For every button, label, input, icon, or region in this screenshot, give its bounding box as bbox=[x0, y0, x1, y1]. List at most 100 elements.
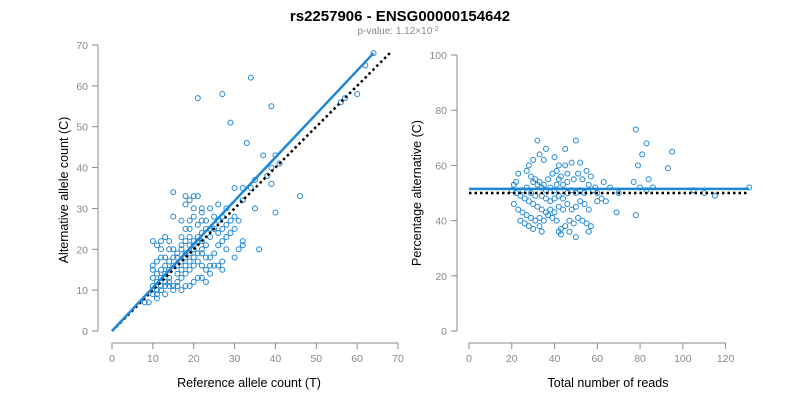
data-point bbox=[276, 160, 283, 167]
data-point bbox=[162, 291, 169, 298]
data-point bbox=[170, 189, 177, 196]
data-point bbox=[198, 209, 205, 216]
y-tick-label: 0 bbox=[441, 326, 447, 338]
data-point bbox=[198, 238, 205, 245]
data-point bbox=[664, 165, 671, 172]
data-point bbox=[186, 250, 193, 257]
x-tick-label: 50 bbox=[310, 353, 322, 365]
data-point bbox=[186, 258, 193, 265]
data-point bbox=[211, 250, 218, 257]
x-tick-label: 60 bbox=[351, 353, 363, 365]
data-point bbox=[215, 201, 222, 208]
data-point bbox=[211, 225, 218, 232]
data-point bbox=[570, 220, 577, 227]
data-point bbox=[272, 209, 279, 216]
panel-percentage-alternative: 0 20 40 60 80 100 120 0 20 40 60 80 100 Total number … bbox=[410, 50, 753, 390]
data-point bbox=[182, 270, 189, 277]
data-point bbox=[572, 137, 579, 144]
data-point bbox=[207, 254, 214, 261]
data-point bbox=[170, 246, 177, 253]
data-point bbox=[585, 181, 592, 188]
data-point bbox=[158, 254, 165, 261]
data-point bbox=[170, 287, 177, 294]
data-point bbox=[182, 225, 189, 232]
data-point bbox=[268, 164, 275, 171]
y-tick-label: 100 bbox=[429, 50, 447, 62]
data-point bbox=[568, 206, 575, 213]
data-point bbox=[555, 162, 562, 169]
data-point bbox=[632, 126, 639, 133]
data-point bbox=[528, 173, 535, 180]
data-point bbox=[207, 270, 214, 277]
data-point bbox=[564, 201, 571, 208]
y-axis-label: Percentage alternative (C) bbox=[410, 120, 424, 266]
x-tick-label: 10 bbox=[147, 353, 159, 365]
data-point bbox=[256, 246, 263, 253]
data-point bbox=[235, 246, 242, 253]
data-point bbox=[145, 299, 152, 306]
data-point bbox=[540, 217, 547, 224]
data-point bbox=[370, 50, 377, 57]
data-point bbox=[630, 178, 637, 185]
data-point bbox=[194, 95, 201, 102]
data-point bbox=[555, 203, 562, 210]
data-point bbox=[153, 295, 160, 302]
data-point bbox=[549, 170, 556, 177]
data-point bbox=[166, 238, 173, 245]
data-point bbox=[166, 274, 173, 281]
data-point bbox=[613, 209, 620, 216]
data-point bbox=[223, 221, 230, 228]
data-point bbox=[202, 242, 209, 249]
data-point bbox=[174, 270, 181, 277]
y-tick-label: 70 bbox=[76, 40, 88, 52]
data-point bbox=[639, 151, 646, 158]
data-point bbox=[158, 287, 165, 294]
data-point bbox=[211, 262, 218, 269]
data-point bbox=[198, 250, 205, 257]
data-point bbox=[162, 234, 169, 241]
data-point bbox=[296, 193, 303, 200]
chart-subtitle: p-value: 1.12×10-2 bbox=[357, 26, 438, 37]
data-point bbox=[178, 234, 185, 241]
data-point bbox=[525, 198, 532, 205]
data-point bbox=[510, 181, 517, 188]
data-point bbox=[525, 162, 532, 169]
data-point bbox=[587, 173, 594, 180]
subtitle-exponent: -2 bbox=[432, 26, 438, 33]
data-point bbox=[186, 234, 193, 241]
data-point bbox=[551, 209, 558, 216]
x-axis-label: Reference allele count (T) bbox=[177, 376, 321, 390]
data-point bbox=[231, 185, 238, 191]
data-point bbox=[553, 217, 560, 224]
data-point bbox=[540, 156, 547, 163]
data-point bbox=[585, 228, 592, 235]
data-point bbox=[536, 151, 543, 158]
x-tick-label: 80 bbox=[634, 353, 646, 365]
data-point bbox=[190, 213, 197, 220]
data-point bbox=[182, 254, 189, 261]
data-point bbox=[551, 195, 558, 202]
data-point bbox=[207, 205, 214, 212]
data-point bbox=[239, 197, 246, 204]
data-point bbox=[162, 262, 169, 269]
data-point bbox=[536, 223, 543, 230]
data-point bbox=[577, 198, 584, 205]
data-point bbox=[532, 217, 539, 224]
data-point bbox=[577, 159, 584, 166]
data-point bbox=[198, 205, 205, 212]
data-point bbox=[572, 234, 579, 241]
data-point bbox=[528, 214, 535, 221]
data-point bbox=[186, 266, 193, 273]
data-point bbox=[166, 246, 173, 253]
data-point bbox=[239, 238, 246, 245]
data-point bbox=[178, 246, 185, 253]
data-point bbox=[202, 254, 209, 261]
x-tick-label: 0 bbox=[109, 353, 115, 365]
data-point bbox=[600, 178, 607, 185]
data-point bbox=[211, 213, 218, 220]
data-point bbox=[166, 283, 173, 290]
data-point bbox=[570, 176, 577, 183]
data-point bbox=[227, 119, 234, 126]
data-point bbox=[525, 223, 532, 230]
